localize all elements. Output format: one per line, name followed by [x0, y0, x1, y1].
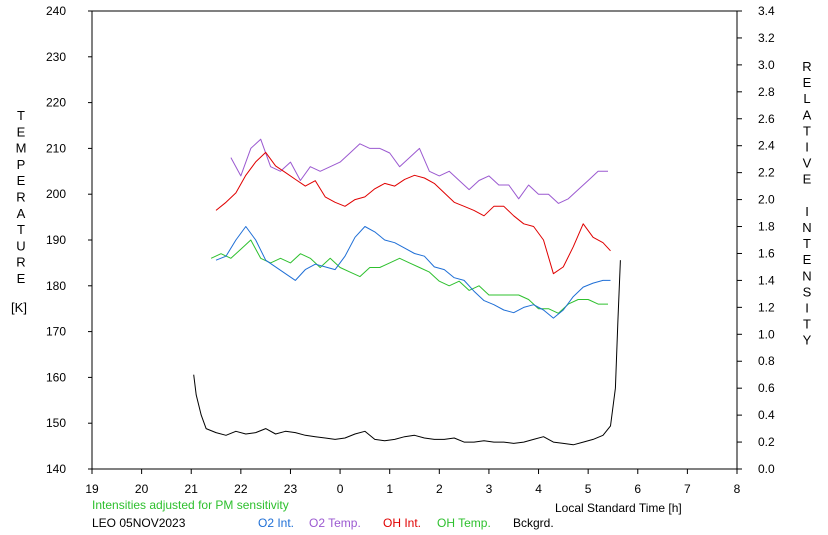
x-tick-label: 21 — [185, 482, 199, 496]
right-axis-title-letter: I — [805, 301, 809, 316]
right-tick-label: 1.8 — [758, 220, 775, 234]
adjustment-note: Intensities adjusted for PM sensitivity — [92, 498, 289, 512]
x-tick-label: 1 — [386, 482, 393, 496]
right-tick-label: 0.2 — [758, 435, 775, 449]
left-tick-label: 230 — [46, 50, 66, 64]
right-axis-title-letter: Y — [803, 333, 812, 348]
right-tick-label: 2.2 — [758, 166, 775, 180]
x-tick-label: 4 — [535, 482, 542, 496]
left-axis-title-letter: R — [16, 190, 25, 205]
left-axis-unit: [K] — [11, 300, 27, 315]
right-tick-label: 0.8 — [758, 354, 775, 368]
right-tick-label: 3.0 — [758, 58, 775, 72]
left-axis-title-letter: T — [17, 222, 25, 237]
right-tick-label: 0.4 — [758, 408, 775, 422]
right-axis-title-letter: T — [803, 236, 811, 251]
right-tick-label: 2.4 — [758, 139, 775, 153]
left-tick-label: 200 — [46, 187, 66, 201]
left-tick-label: 180 — [46, 279, 66, 293]
right-tick-label: 2.6 — [758, 112, 775, 126]
legend-item: OH Int. — [383, 516, 421, 530]
right-tick-label: 3.4 — [758, 4, 775, 18]
right-tick-label: 1.4 — [758, 273, 775, 287]
left-tick-label: 150 — [46, 416, 66, 430]
left-axis-title-letter: T — [17, 108, 25, 123]
x-tick-label: 20 — [135, 482, 149, 496]
right-tick-label: 0.6 — [758, 381, 775, 395]
x-tick-label: 22 — [234, 482, 248, 496]
legend-item: O2 Int. — [258, 516, 294, 530]
plot-area — [91, 10, 738, 470]
x-tick-label: 5 — [585, 482, 592, 496]
left-axis-title-letter: P — [17, 157, 26, 172]
right-axis-title-letter: L — [803, 91, 810, 106]
left-tick-label: 140 — [46, 462, 66, 476]
series-line-o2-temp — [230, 138, 608, 204]
left-tick-label: 240 — [46, 4, 66, 18]
legend-item: Bckgrd. — [513, 516, 554, 530]
x-tick-label: 7 — [684, 482, 691, 496]
right-tick-label: 1.6 — [758, 246, 775, 260]
right-axis-title-letter: T — [803, 317, 811, 332]
left-tick-label: 210 — [46, 141, 66, 155]
series-line-oh-int — [215, 151, 611, 275]
right-axis-title-letter: E — [803, 172, 812, 187]
right-axis-title-letter: T — [803, 123, 811, 138]
right-axis-title-letter: V — [803, 156, 812, 171]
legend: O2 Int. O2 Temp. OH Int. OH Temp. Bckgrd. — [258, 516, 554, 530]
x-axis-label: Local Standard Time [h] — [555, 501, 682, 515]
right-axis-title-letter: N — [802, 268, 811, 283]
legend-item: OH Temp. — [437, 516, 491, 530]
left-tick-label: 160 — [46, 370, 66, 384]
right-axis-title-letter: R — [802, 59, 811, 74]
right-tick-label: 2.8 — [758, 85, 775, 99]
x-tick-label: 0 — [337, 482, 344, 496]
right-axis-title-letter: I — [805, 140, 809, 155]
station-label: LEO 05NOV2023 — [92, 516, 186, 530]
x-tick-label: 3 — [486, 482, 493, 496]
right-axis-title-letter: I — [805, 204, 809, 219]
series-line-bckgrd — [193, 260, 621, 446]
left-axis-title-letter: E — [17, 271, 26, 286]
x-tick-label: 6 — [634, 482, 641, 496]
right-axis-title-letter: N — [802, 220, 811, 235]
right-tick-label: 3.2 — [758, 31, 775, 45]
left-axis-title-letter: U — [16, 238, 25, 253]
left-axis-title-letter: R — [16, 255, 25, 270]
left-tick-label: 170 — [46, 325, 66, 339]
left-axis-title-letter: M — [16, 141, 27, 156]
x-tick-label: 19 — [85, 482, 99, 496]
right-axis-title-letter: E — [803, 252, 812, 267]
left-tick-label: 190 — [46, 233, 66, 247]
left-axis-title-letter: E — [17, 124, 26, 139]
left-axis-title-letter: E — [17, 173, 26, 188]
x-tick-label: 8 — [734, 482, 741, 496]
legend-item: O2 Temp. — [309, 516, 361, 530]
x-tick-label: 2 — [436, 482, 443, 496]
right-tick-label: 1.2 — [758, 300, 775, 314]
right-tick-label: 1.0 — [758, 327, 775, 341]
left-tick-label: 220 — [46, 96, 66, 110]
right-axis-title-letter: S — [803, 284, 812, 299]
series-line-o2-int — [215, 226, 611, 319]
right-tick-label: 0.0 — [758, 462, 775, 476]
right-tick-label: 2.0 — [758, 193, 775, 207]
left-axis-title-letter: A — [17, 206, 26, 221]
right-axis-title-letter: E — [803, 75, 812, 90]
right-axis-title-letter: A — [803, 107, 812, 122]
x-tick-label: 23 — [284, 482, 298, 496]
